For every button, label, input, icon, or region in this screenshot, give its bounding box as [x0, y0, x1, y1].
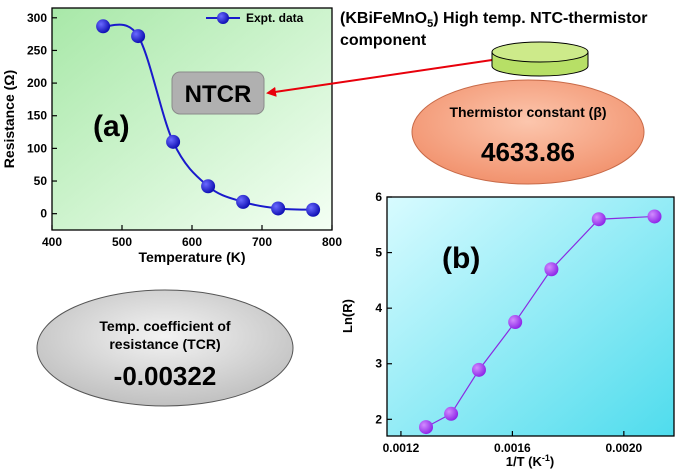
- beta-label: Thermistor constant (β): [449, 104, 606, 120]
- chart-b-data-point: [444, 406, 459, 421]
- chart-b-y-tick-label: 4: [375, 301, 382, 315]
- chart-a-series: [96, 19, 321, 217]
- ntcr-label: NTCR: [185, 81, 252, 108]
- chart-b-data-point: [508, 315, 523, 330]
- beta-box: Thermistor constant (β) 4633.86: [411, 79, 645, 185]
- chart-a-data-point: [131, 29, 146, 44]
- chart-a-y-tick-label: 0: [40, 207, 47, 221]
- chart-b-x-title-end: ): [550, 454, 554, 469]
- chart-b-y-tick-label: 3: [375, 357, 382, 371]
- component-title: (KBiFeMnO5) High temp. NTC-thermistor co…: [340, 10, 647, 49]
- thermistor-disc-icon: [491, 41, 589, 77]
- chart-a-x-title: Temperature (K): [138, 249, 245, 265]
- tcr-label-line2: resistance (TCR): [109, 336, 220, 352]
- chart-a-legend: Expt. data: [206, 11, 304, 25]
- chart-a-x-tick-label: 600: [182, 235, 202, 249]
- chart-b-series: [419, 209, 662, 435]
- ntcr-arrow: [266, 59, 493, 97]
- title-line2: component: [340, 32, 427, 49]
- chart-a-x-tick-label: 700: [252, 235, 272, 249]
- chart-b-x-title-sup: -1: [542, 453, 550, 463]
- chart-b-x-title: 1/T (K-1): [506, 453, 554, 469]
- chart-a-plot-area: [51, 7, 333, 231]
- chart-b-y-tick-label: 2: [375, 412, 382, 426]
- chart-a-x-tick-label: 500: [112, 235, 132, 249]
- chart-a-data-point: [96, 19, 111, 34]
- tcr-label-line1: Temp. coefficient of: [99, 318, 231, 334]
- svg-text:(KBiFeMnO5) High temp. NTC-the: (KBiFeMnO5) High temp. NTC-thermistor: [340, 10, 647, 30]
- chart-a-data-point: [236, 194, 251, 209]
- chart-b-y-tick-label: 6: [375, 190, 382, 204]
- chart-b-x-tick-label: 0.0012: [383, 441, 420, 455]
- chart-a-data-point: [271, 201, 286, 216]
- chart-b-x-tick-label: 0.0016: [494, 441, 531, 455]
- title-rest: ) High temp. NTC-thermistor: [433, 10, 647, 27]
- chart-b-y-tick-label: 5: [375, 246, 382, 260]
- beta-value: 4633.86: [481, 137, 575, 167]
- chart-a-y-title: Resistance (Ω): [1, 70, 17, 168]
- ntcr-label-box: NTCR: [171, 71, 265, 115]
- tcr-value: -0.00322: [114, 361, 217, 391]
- chart-b-y-title: Ln(R): [340, 299, 355, 333]
- chart-a-y-tick-label: 250: [27, 43, 47, 57]
- chart-a-x-tick-label: 800: [322, 235, 342, 249]
- chart-a-y-tick-label: 300: [27, 11, 47, 25]
- chart-a: 400 500 600 700 800 0 50 100 150 200 250 300 Expt. …: [1, 7, 342, 265]
- chart-a-data-point: [306, 202, 321, 217]
- chart-a-y-tick-label: 50: [34, 174, 48, 188]
- chart-b-x-title-main: 1/T (K: [506, 454, 543, 469]
- chart-a-y-tick-label: 200: [27, 76, 47, 90]
- chart-a-y-tick-label: 150: [27, 109, 47, 123]
- chart-b-data-point: [647, 209, 662, 224]
- chart-b-x-tick-label: 0.0020: [605, 441, 642, 455]
- chart-a-legend-label: Expt. data: [246, 11, 304, 25]
- title-subscript: 5: [427, 18, 433, 30]
- chart-b-panel-label: (b): [442, 242, 480, 275]
- chart-b-data-point: [591, 212, 606, 227]
- chart-a-panel-label: (a): [93, 110, 130, 143]
- chart-b-data-point: [419, 420, 434, 435]
- chart-a-data-point: [166, 134, 181, 149]
- chart-a-data-point: [201, 179, 216, 194]
- chart-a-x-tick-label: 400: [42, 235, 62, 249]
- tcr-box: Temp. coefficient of resistance (TCR) -0…: [36, 289, 294, 407]
- chart-a-ticks: 400 500 600 700 800 0 50 100 150 200 250 300: [27, 11, 342, 249]
- chart-b-ticks: 0.0012 0.0016 0.0020 2 3 4 5 6: [375, 190, 642, 455]
- chart-b-data-point: [544, 262, 559, 277]
- chart-b-data-point: [471, 362, 486, 377]
- chart-b-plot-area: [386, 196, 675, 437]
- chart-a-y-tick-label: 100: [27, 141, 47, 155]
- chart-b: 0.0012 0.0016 0.0020 2 3 4 5 6 (b) 1/T (K-1) Ln…: [340, 190, 675, 469]
- title-formula: (KBiFeMnO: [340, 10, 427, 27]
